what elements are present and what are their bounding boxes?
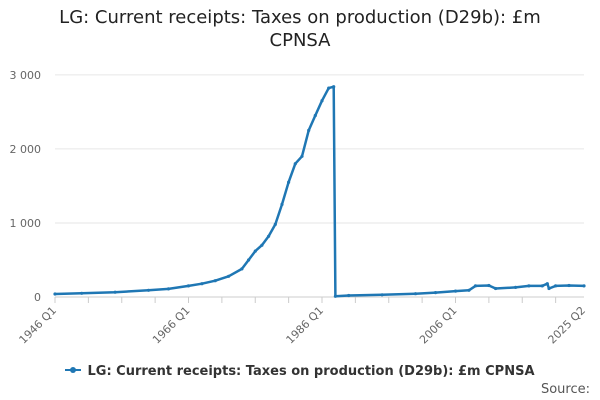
data-point bbox=[293, 162, 297, 166]
data-point bbox=[213, 279, 217, 283]
data-point bbox=[527, 284, 531, 288]
data-point bbox=[582, 284, 586, 288]
gridlines bbox=[55, 74, 584, 224]
data-point bbox=[253, 249, 257, 253]
y-tick-label: 1 000 bbox=[10, 217, 42, 230]
data-point bbox=[453, 289, 458, 293]
data-point bbox=[166, 287, 171, 291]
chart-title-line-2: CPNSA bbox=[269, 30, 331, 51]
data-point bbox=[347, 293, 351, 298]
data-point bbox=[540, 284, 544, 288]
data-point bbox=[333, 294, 337, 298]
data-point bbox=[380, 293, 384, 297]
data-point bbox=[267, 234, 271, 238]
data-point bbox=[487, 283, 491, 288]
data-point bbox=[554, 284, 558, 288]
data-point bbox=[186, 284, 191, 288]
data-point bbox=[494, 286, 498, 291]
data-point bbox=[260, 243, 264, 247]
data-point bbox=[467, 288, 471, 292]
legend-label: LG: Current receipts: Taxes on productio… bbox=[87, 364, 535, 379]
data-point bbox=[545, 282, 549, 286]
series-group bbox=[53, 85, 586, 298]
data-point bbox=[113, 290, 117, 294]
data-point bbox=[146, 288, 151, 292]
y-axis: 0 1 000 2 000 3 000 bbox=[10, 69, 42, 304]
data-point bbox=[80, 291, 84, 295]
data-point bbox=[320, 99, 324, 103]
data-point bbox=[240, 267, 244, 271]
data-point bbox=[433, 291, 438, 295]
source-label: Source: bbox=[540, 382, 590, 397]
data-point bbox=[300, 154, 304, 158]
x-tick-label: 2006 Q1 bbox=[417, 304, 460, 347]
data-point bbox=[473, 284, 478, 288]
data-point bbox=[313, 113, 317, 118]
x-axis: 1946 Q1 1966 Q1 1986 Q1 2006 Q1 2025 Q2 bbox=[17, 296, 589, 347]
data-point bbox=[332, 85, 336, 89]
chart-title-line-1: LG: Current receipts: Taxes on productio… bbox=[59, 7, 541, 28]
y-tick-label: 2 000 bbox=[10, 143, 42, 156]
data-point bbox=[273, 222, 277, 226]
data-point bbox=[200, 282, 204, 286]
data-point bbox=[227, 274, 231, 278]
series-line bbox=[54, 85, 585, 298]
data-point bbox=[514, 285, 518, 289]
data-point bbox=[547, 286, 551, 291]
data-point bbox=[247, 258, 251, 262]
y-tick-label: 0 bbox=[34, 291, 41, 304]
y-tick-label: 3 000 bbox=[10, 69, 42, 82]
legend-swatch bbox=[65, 366, 82, 373]
data-point bbox=[413, 292, 418, 296]
x-tick-label: 1966 Q1 bbox=[150, 304, 193, 347]
data-point bbox=[327, 86, 331, 90]
x-tick-label: 2025 Q2 bbox=[546, 304, 589, 347]
data-point bbox=[287, 180, 291, 184]
x-tick-label: 1946 Q1 bbox=[17, 304, 60, 347]
legend[interactable]: LG: Current receipts: Taxes on productio… bbox=[0, 364, 600, 379]
data-point bbox=[307, 128, 311, 132]
data-point bbox=[53, 292, 57, 296]
x-tick-label: 1986 Q1 bbox=[284, 304, 327, 347]
chart-title: LG: Current receipts: Taxes on productio… bbox=[0, 6, 600, 52]
data-point bbox=[280, 202, 284, 206]
data-point bbox=[567, 283, 571, 288]
